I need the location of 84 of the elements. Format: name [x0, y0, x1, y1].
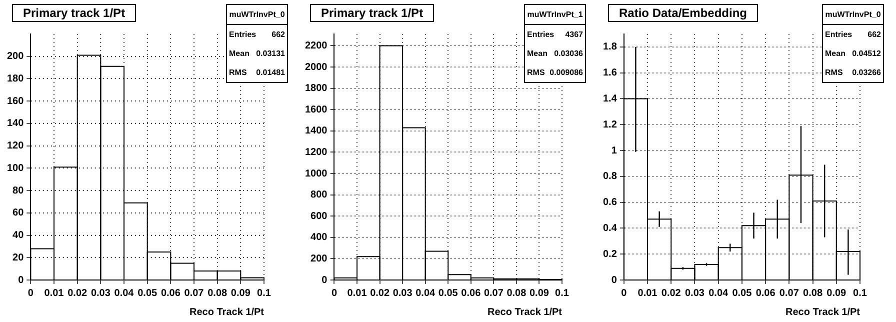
- x-tick-label: 0.09: [529, 288, 550, 299]
- annotation: Mean 0.03131: [229, 49, 285, 58]
- x-tick-label: 0.06: [160, 288, 181, 299]
- x-tick-label: 0.09: [230, 288, 251, 299]
- x-tick-label: 0.08: [803, 288, 823, 299]
- y-tick-label: 20: [12, 252, 24, 264]
- y-tick-label: 200: [6, 51, 24, 62]
- text: Entries 662: [229, 30, 285, 39]
- annotation: RMS 0.03266: [825, 68, 881, 77]
- y-tick-label: 100: [6, 162, 24, 174]
- x-tick-label: 0.01: [347, 288, 368, 299]
- text: muWTrInvPt_1: [525, 5, 585, 25]
- x-tick-label: 0.08: [506, 288, 527, 299]
- y-tick-label: 1: [611, 145, 618, 156]
- y-tick-label: 140: [6, 118, 24, 130]
- y-tick-label: 1800: [304, 83, 328, 94]
- y-tick-label: 1600: [304, 104, 328, 116]
- x-tick-label: 0.1: [257, 288, 272, 299]
- x-tick-label: 0.07: [779, 288, 800, 299]
- y-tick-label: 0.2: [602, 248, 618, 260]
- text: Entries 4367: [527, 30, 583, 39]
- x-tick-label: 0.04: [416, 288, 436, 299]
- x-tick-label: 0: [331, 288, 338, 299]
- x-tick-label: 0.05: [438, 288, 458, 299]
- x-tick-label: 0.01: [44, 288, 64, 299]
- y-tick-label: 2000: [304, 62, 328, 73]
- x-tick-label: 0.06: [461, 288, 482, 299]
- y-tick-label: 0.6: [602, 197, 618, 208]
- text: Entries 662: [825, 30, 881, 39]
- y-tick-label: 1200: [304, 146, 328, 158]
- y-tick-label: 0: [18, 274, 24, 286]
- x-tick-label: 0: [28, 288, 34, 299]
- x-tick-label: 0.04: [114, 288, 134, 299]
- y-tick-label: 180: [6, 73, 24, 84]
- x-tick-label: 0.02: [661, 288, 682, 299]
- y-tick-label: 80: [12, 185, 24, 196]
- y-tick-label: 1000: [304, 168, 328, 180]
- y-tick-label: 1.2: [602, 119, 618, 130]
- x-tick-label: 0.03: [90, 288, 111, 299]
- chart-title: Ratio Data/Embedding: [608, 4, 758, 22]
- x-tick-label: 0.05: [732, 288, 752, 299]
- y-tick-label: 0.8: [602, 171, 618, 182]
- y-tick-label: 120: [6, 140, 24, 152]
- chart-title: Primary track 1/Pt: [310, 4, 434, 22]
- y-tick-label: 1.4: [602, 93, 618, 104]
- x-axis-title: Reco Track 1/Pt: [488, 306, 563, 318]
- x-tick-label: 0.01: [638, 288, 658, 299]
- y-tick-label: 0: [611, 274, 618, 286]
- x-tick-label: 0.02: [68, 288, 88, 299]
- x-tick-label: 0.1: [555, 288, 570, 299]
- x-tick-label: 0.07: [484, 288, 504, 299]
- y-tick-label: 2200: [304, 40, 328, 52]
- y-tick-label: 1400: [304, 126, 328, 137]
- y-tick-label: 160: [6, 96, 24, 107]
- x-tick-label: 0.07: [184, 288, 204, 299]
- x-axis-title: Reco Track 1/Pt: [786, 306, 861, 318]
- x-tick-label: 0.05: [138, 288, 158, 299]
- x-tick-label: 0.04: [708, 288, 729, 299]
- x-tick-label: 0.08: [208, 288, 228, 299]
- y-tick-label: 600: [310, 210, 328, 222]
- y-tick-label: 40: [12, 230, 24, 242]
- y-tick-label: 200: [310, 253, 328, 264]
- text: muWTrInvPt_0: [227, 5, 287, 25]
- x-tick-label: 0.09: [826, 288, 847, 299]
- annotation: RMS 0.009086: [527, 68, 583, 77]
- x-tick-label: 0.03: [392, 288, 413, 299]
- x-tick-label: 0.03: [684, 288, 705, 299]
- chart-title: Primary track 1/Pt: [12, 4, 136, 22]
- y-tick-label: 1.8: [602, 42, 618, 53]
- x-tick-label: 0: [621, 288, 628, 299]
- x-tick-label: 0.02: [370, 288, 390, 299]
- y-tick-label: 0.4: [602, 222, 618, 234]
- x-axis-title: Reco Track 1/Pt: [190, 306, 265, 318]
- y-tick-label: 1.6: [602, 68, 618, 79]
- y-tick-label: 400: [310, 232, 328, 244]
- x-tick-label: 0.06: [756, 288, 776, 299]
- annotation: Mean 0.03036: [527, 49, 583, 58]
- annotation: RMS 0.01481: [229, 68, 285, 77]
- y-tick-label: 800: [310, 190, 328, 201]
- annotation: Mean 0.04512: [825, 49, 881, 58]
- text: muWTrInvPt_0: [823, 5, 883, 25]
- y-tick-label: 0: [322, 274, 328, 286]
- x-tick-label: 0.1: [853, 288, 868, 299]
- y-tick-label: 60: [12, 208, 24, 219]
